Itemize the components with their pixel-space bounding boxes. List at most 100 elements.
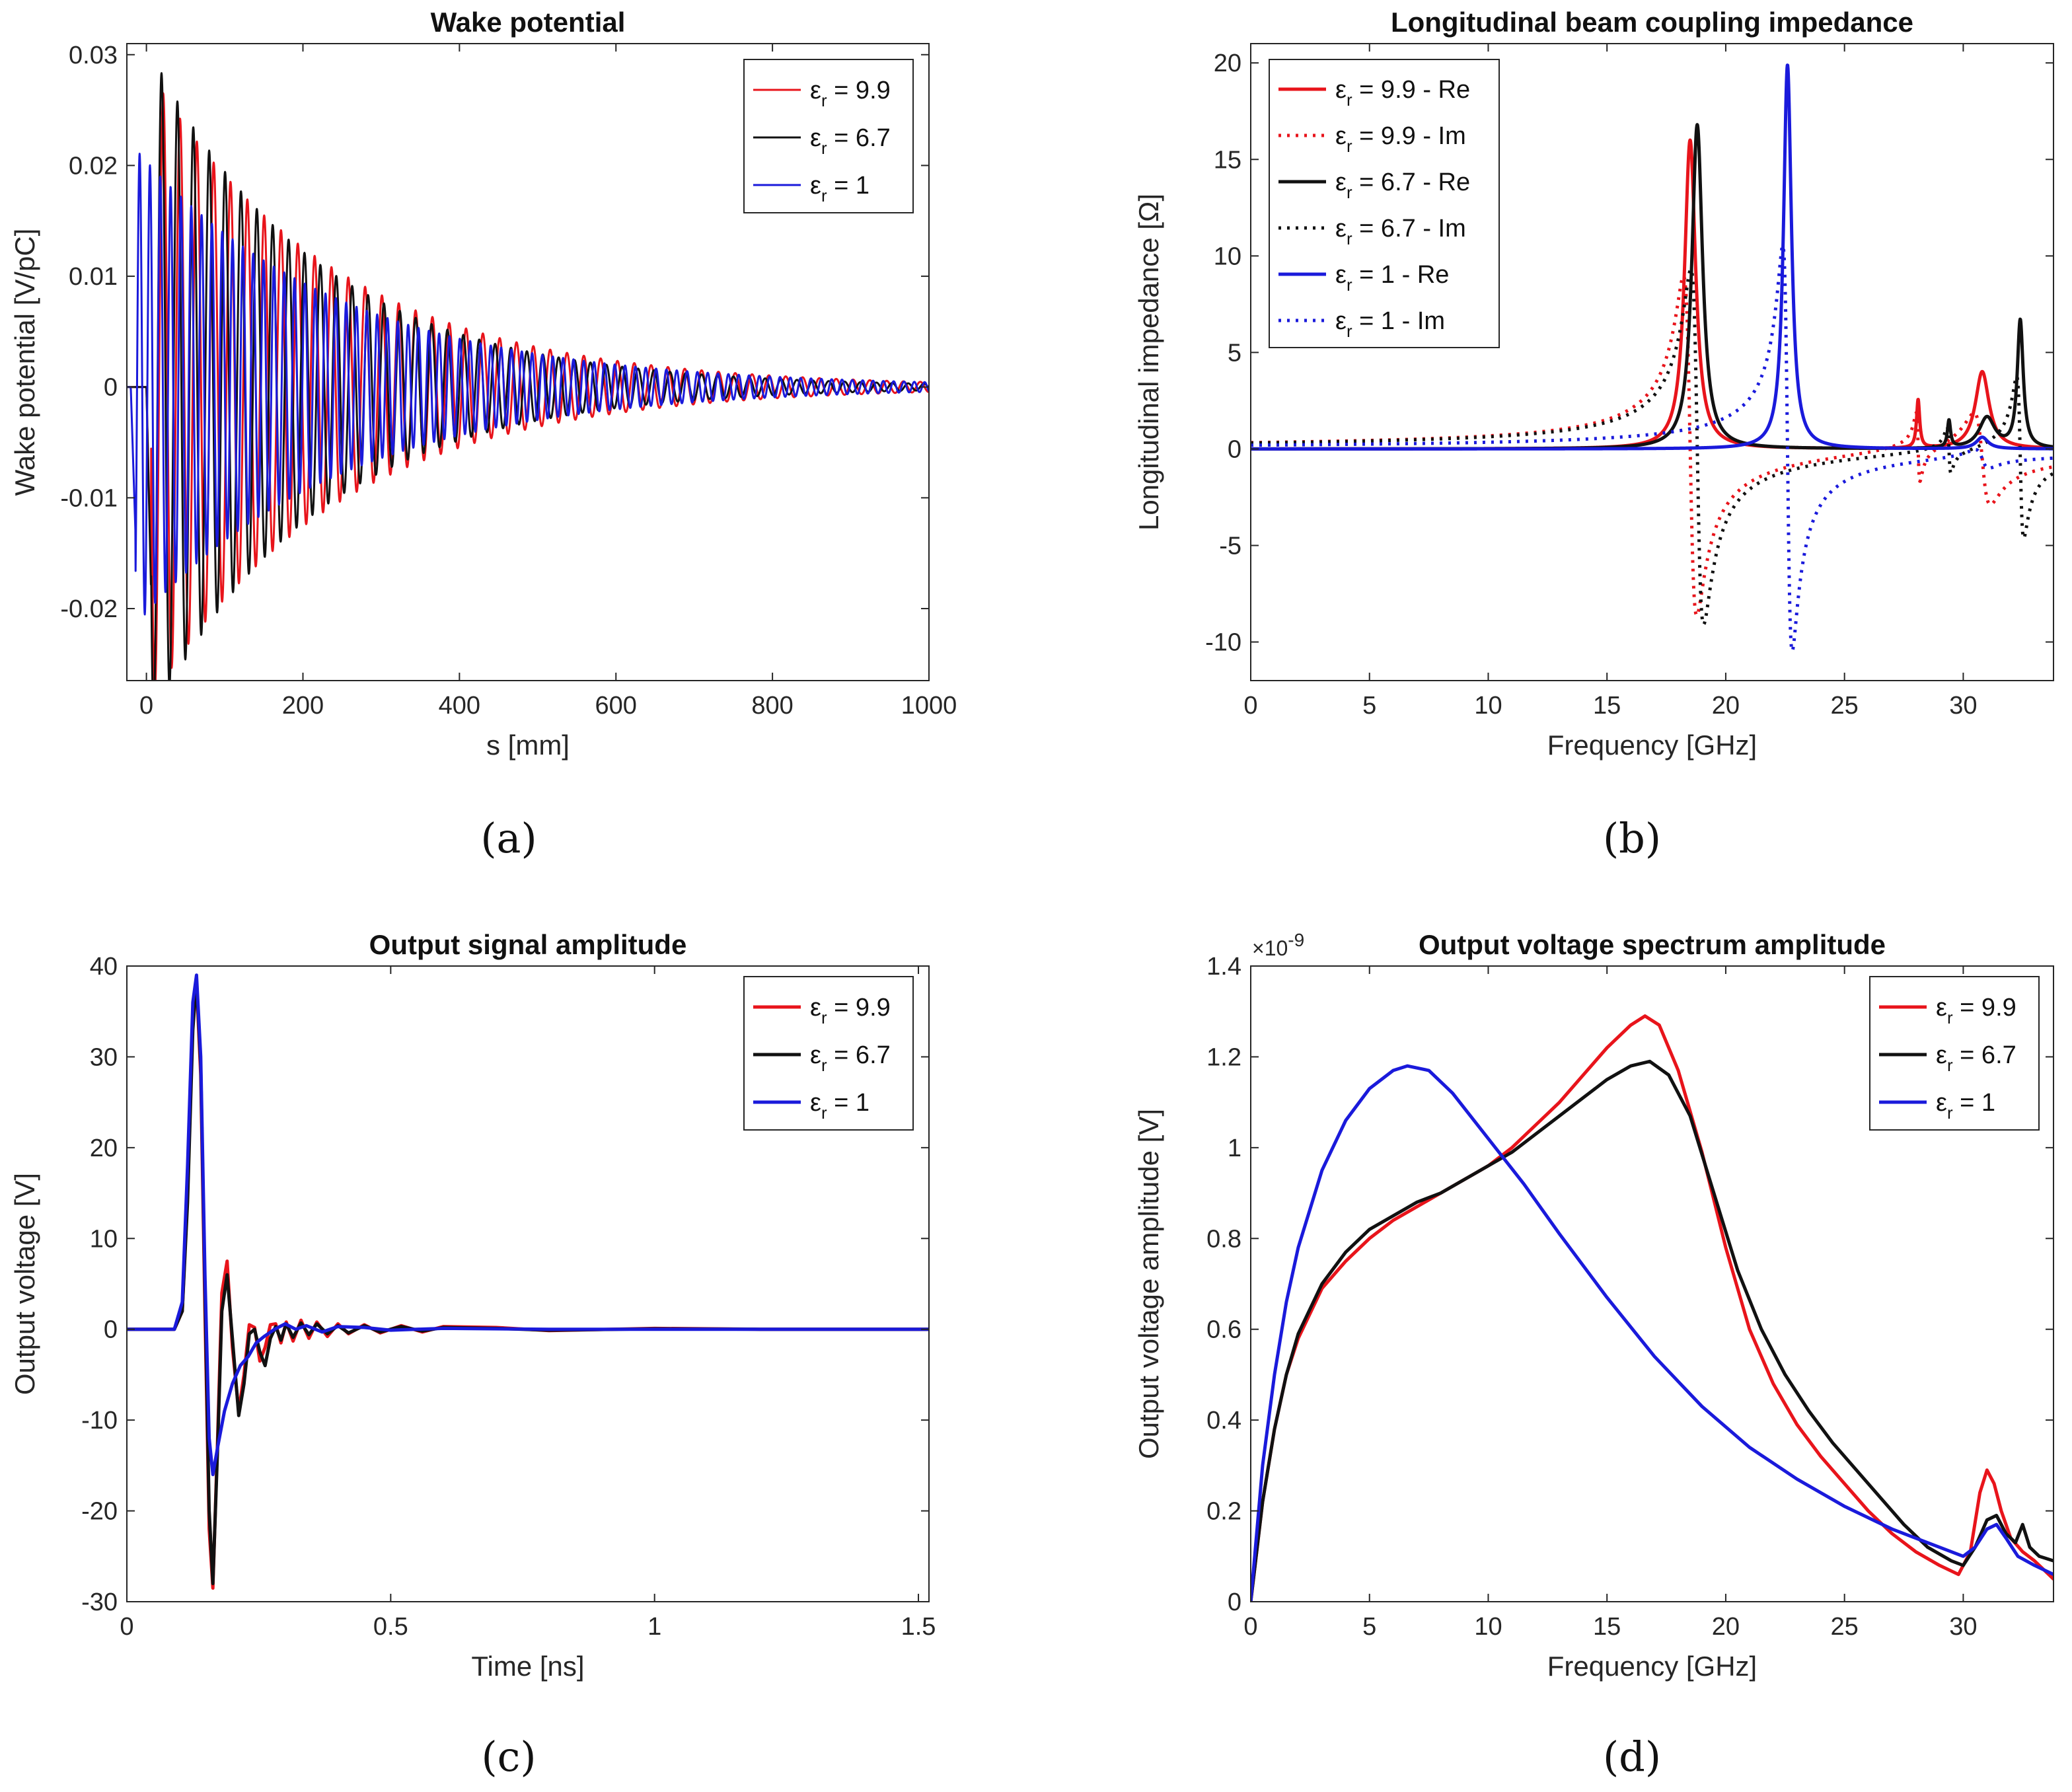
- panel-c: 0 0.5 1 1.5 -30 -20 -10 0 10 20 30 40 Output signal …: [9, 929, 936, 1781]
- y-tick-label: -30: [81, 1588, 118, 1616]
- series-line-d-0: [1251, 1014, 2054, 1602]
- x-tick-label: 0: [1243, 692, 1257, 720]
- x-tick-label: 20: [1712, 692, 1740, 720]
- legend-label: εr = 6.7 - Re: [1335, 168, 1470, 202]
- chart-title: Output voltage spectrum amplitude: [1419, 929, 1886, 960]
- x-tick-label: 15: [1593, 692, 1621, 720]
- legend: εr = 9.9 εr = 6.7 εr = 1: [1869, 976, 2040, 1131]
- y-tick-label: -10: [1205, 629, 1241, 657]
- x-axis-label: Frequency [GHz]: [1547, 729, 1757, 761]
- y-tick-label: 0.02: [69, 152, 118, 180]
- legend-label: εr = 9.9 - Im: [1335, 122, 1466, 156]
- y-tick-label: -0.02: [60, 595, 118, 623]
- axes-frame: [126, 43, 930, 681]
- y-tick-label: 0.8: [1206, 1225, 1241, 1253]
- x-tick-label: 30: [1949, 1613, 1977, 1641]
- x-axis-label: Frequency [GHz]: [1547, 1651, 1757, 1682]
- y-tick-label: 0.03: [69, 42, 118, 69]
- x-tick-label: 0.5: [373, 1613, 408, 1641]
- y-tick-label: 20: [90, 1135, 118, 1162]
- panel-a: 0 200 400 600 800 1000 -0.02 -0.01 0 0.01 0.02 0.03…: [9, 7, 957, 862]
- y-tick-label: 40: [90, 953, 118, 981]
- y-axis-label: Output voltage [V]: [9, 1173, 40, 1395]
- x-tick-label: 30: [1949, 692, 1977, 720]
- x-tick-label: 1: [648, 1613, 661, 1641]
- x-tick-label: 25: [1831, 1613, 1859, 1641]
- x-tick-label: 10: [1474, 692, 1502, 720]
- panel-d: 0 5 10 15 20 25 30 0 0.2 0.4 0.6 0.8 1 1.2 1.4 ×10-9 Out…: [1133, 929, 2054, 1781]
- series-group: [127, 973, 929, 1590]
- y-exponent-label: ×10-9: [1252, 930, 1304, 960]
- y-tick-label: 10: [90, 1225, 118, 1253]
- axes-frame: [1250, 43, 2054, 681]
- series-line-d-2: [1251, 1064, 2054, 1602]
- legend-label: εr = 9.9 - Re: [1335, 76, 1470, 110]
- y-tick-label: 0: [1228, 1588, 1241, 1616]
- legend: εr = 9.9 εr = 6.7 εr = 1: [743, 59, 914, 213]
- y-tick-label: 10: [1214, 243, 1241, 270]
- legend-box: [743, 59, 914, 213]
- y-tick-label: 1.4: [1206, 953, 1241, 981]
- y-tick-label: 0.2: [1206, 1498, 1241, 1526]
- panel-label: (d): [1603, 1733, 1661, 1781]
- legend-label: εr = 1: [810, 1089, 870, 1123]
- series-line-c-2: [127, 973, 929, 1477]
- x-axis-label: s [mm]: [486, 729, 570, 761]
- y-tick-label: 30: [90, 1043, 118, 1071]
- y-tick-label: 20: [1214, 50, 1241, 77]
- y-tick-label: 0: [104, 374, 118, 402]
- x-tick-label: 0: [1243, 1613, 1257, 1641]
- x-tick-label: 5: [1362, 1613, 1376, 1641]
- chart-title: Longitudinal beam coupling impedance: [1391, 7, 1913, 38]
- y-tick-label: -5: [1219, 533, 1241, 560]
- y-tick-label: 1.2: [1206, 1043, 1241, 1071]
- y-tick-label: 0: [104, 1316, 118, 1344]
- y-tick-label: -0.01: [60, 484, 118, 512]
- series-line-b-5: [1251, 244, 2054, 653]
- chart-title: Wake potential: [431, 7, 626, 38]
- panel-label: (b): [1603, 814, 1661, 862]
- series-group: [127, 72, 929, 681]
- panel-b: 0 5 10 15 20 25 30 -10 -5 0 5 10 15 20 Longitudinal be…: [1133, 7, 2054, 862]
- legend-label: εr = 6.7 - Im: [1335, 215, 1466, 248]
- y-tick-label: 0.4: [1206, 1407, 1241, 1435]
- legend-label: εr = 1 - Im: [1335, 307, 1445, 341]
- legend-label: εr = 9.9: [810, 77, 891, 110]
- y-tick-label: 1: [1228, 1135, 1241, 1162]
- x-tick-label: 1.5: [901, 1613, 936, 1641]
- x-tick-label: 400: [439, 692, 480, 720]
- y-axis-label: Output voltage amplitude [V]: [1133, 1109, 1164, 1459]
- y-tick-label: 0: [1228, 435, 1241, 463]
- x-tick-label: 200: [282, 692, 324, 720]
- x-axis-label: Time [ns]: [471, 1651, 584, 1682]
- legend-label: εr = 9.9: [1936, 994, 2016, 1027]
- panel-label: (a): [480, 814, 536, 862]
- y-tick-label: 15: [1214, 146, 1241, 174]
- legend-label: εr = 1: [1936, 1089, 1995, 1123]
- y-axis-label: Longitudinal impedance [Ω]: [1133, 194, 1164, 531]
- series-line-b-1: [1251, 274, 2054, 617]
- axes-frame: [126, 965, 930, 1602]
- legend-label: εr = 1 - Re: [1335, 261, 1449, 295]
- axes-frame: [1250, 965, 2054, 1602]
- legend: εr = 9.9 εr = 6.7 εr = 1: [743, 976, 914, 1131]
- legend-box: [1269, 59, 1500, 348]
- panel-label: (c): [481, 1733, 536, 1781]
- legend: εr = 9.9 - Re εr = 9.9 - Im εr = 6.7 - Re ε…: [1269, 59, 1500, 348]
- x-tick-label: 10: [1474, 1613, 1502, 1641]
- series-group: [1251, 63, 2054, 653]
- y-tick-label: -20: [81, 1498, 118, 1526]
- x-tick-label: 600: [595, 692, 637, 720]
- series-line-d-1: [1251, 1059, 2054, 1602]
- x-tick-label: 20: [1712, 1613, 1740, 1641]
- chart-title: Output signal amplitude: [369, 929, 687, 960]
- x-tick-label: 15: [1593, 1613, 1621, 1641]
- series-group: [1251, 1014, 2054, 1602]
- legend-label: εr = 6.7: [810, 1041, 891, 1075]
- y-tick-label: -10: [81, 1407, 118, 1435]
- legend-label: εr = 9.9: [810, 994, 891, 1027]
- x-tick-label: 1000: [901, 692, 957, 720]
- x-tick-label: 800: [751, 692, 793, 720]
- y-tick-label: 5: [1228, 339, 1241, 367]
